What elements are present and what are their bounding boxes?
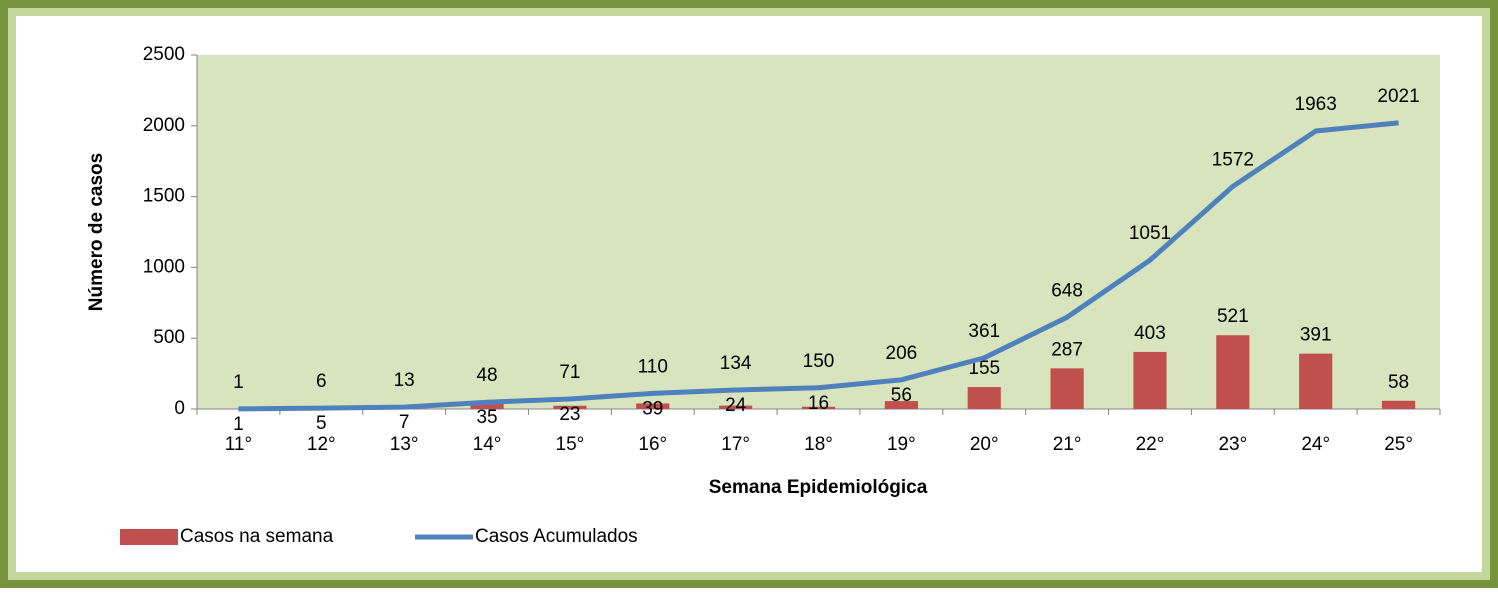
x-tick-label: 13° — [390, 434, 419, 455]
bar-label: 56 — [891, 385, 912, 406]
bar-label: 287 — [1051, 339, 1083, 360]
line-label: 1051 — [1129, 223, 1171, 244]
x-tick-label: 14° — [473, 434, 502, 455]
line-label: 13 — [394, 370, 415, 391]
legend-swatch — [120, 529, 178, 545]
bar-label: 1 — [233, 414, 244, 435]
bar-label: 39 — [642, 398, 663, 419]
y-tick-label: 2000 — [143, 115, 185, 136]
bar — [1299, 354, 1332, 409]
y-tick-label: 2500 — [143, 44, 185, 65]
bar-label: 24 — [725, 395, 747, 416]
line-label: 2021 — [1377, 86, 1419, 107]
x-tick-label: 25° — [1384, 434, 1413, 455]
bar-label: 403 — [1134, 323, 1166, 344]
line-label: 71 — [559, 362, 580, 383]
x-tick-label: 15° — [556, 434, 585, 455]
x-tick-label: 23° — [1218, 434, 1247, 455]
legend-label: Casos Acumulados — [475, 526, 638, 547]
bar — [1382, 401, 1415, 409]
line-label: 110 — [638, 356, 668, 377]
x-tick-label: 24° — [1301, 434, 1330, 455]
bar — [1133, 352, 1166, 409]
y-tick-label: 0 — [174, 398, 185, 419]
bar-label: 23 — [559, 404, 580, 425]
bar — [1216, 335, 1249, 409]
x-tick-label: 12° — [307, 434, 336, 455]
bar-label: 391 — [1300, 325, 1332, 346]
line-label: 1 — [233, 372, 244, 393]
line-label: 6 — [316, 371, 327, 392]
y-tick-label: 1000 — [143, 256, 185, 277]
bar-label: 35 — [476, 407, 497, 428]
x-tick-label: 20° — [970, 434, 999, 455]
bar — [968, 387, 1001, 409]
line-label: 1572 — [1212, 149, 1254, 170]
x-tick-label: 21° — [1053, 434, 1082, 455]
line-label: 1963 — [1295, 94, 1337, 115]
x-tick-label: 16° — [638, 434, 667, 455]
bar — [1051, 368, 1084, 409]
x-tick-label: 19° — [887, 434, 916, 455]
y-tick-label: 500 — [153, 327, 185, 348]
x-tick-label: 22° — [1136, 434, 1165, 455]
x-tick-label: 18° — [804, 434, 833, 455]
bar-label: 521 — [1217, 306, 1249, 327]
line-label: 361 — [968, 321, 1000, 342]
x-tick-label: 17° — [721, 434, 750, 455]
bar-label: 16 — [808, 393, 829, 414]
bar-label: 58 — [1388, 372, 1409, 393]
y-tick-label: 1500 — [143, 186, 185, 207]
line-label: 134 — [720, 353, 752, 374]
x-axis-title: Semana Epidemiológica — [709, 477, 928, 498]
line-label: 150 — [803, 351, 835, 372]
line-label: 48 — [476, 365, 497, 386]
x-tick-label: 11° — [225, 434, 252, 455]
line-label: 648 — [1051, 280, 1083, 301]
bar-label: 5 — [316, 413, 327, 434]
y-axis-title: Número de casos — [86, 153, 107, 311]
legend-label: Casos na semana — [180, 526, 334, 547]
bar-label: 7 — [399, 412, 410, 433]
line-label: 206 — [886, 343, 918, 364]
